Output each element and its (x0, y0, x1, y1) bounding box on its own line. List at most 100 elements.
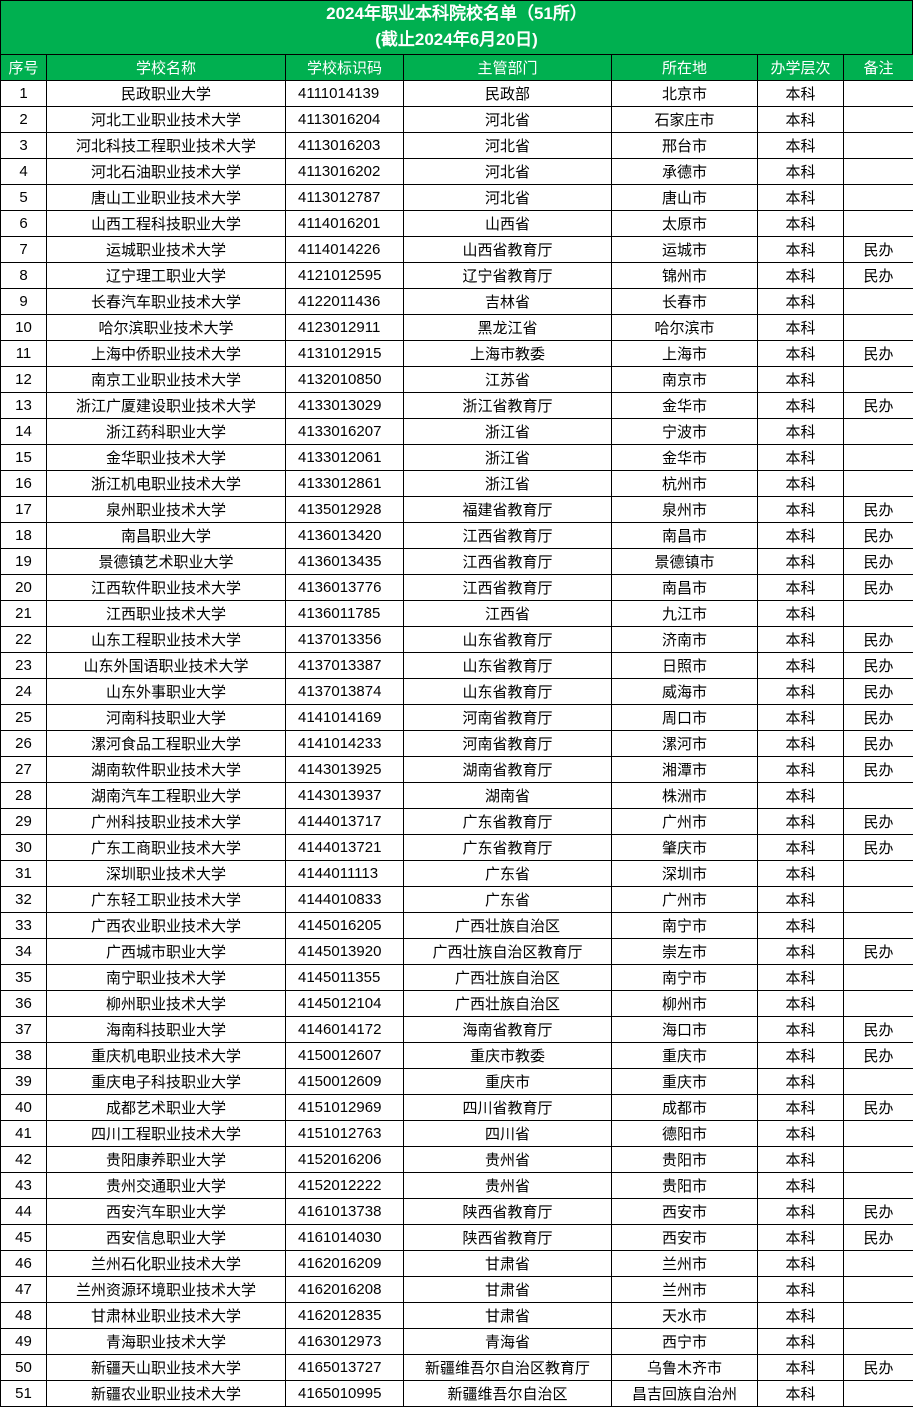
cell-note: 民办 (843, 808, 913, 835)
cell-level: 本科 (757, 210, 844, 237)
cell-department: 江西省教育厅 (403, 574, 612, 601)
cell-index: 45 (0, 1224, 47, 1251)
cell-department: 广西壮族自治区教育厅 (403, 938, 612, 965)
cell-note: 民办 (843, 1354, 913, 1381)
cell-level: 本科 (757, 834, 844, 861)
cell-level: 本科 (757, 1146, 844, 1173)
cell-school-name: 长春汽车职业技术大学 (46, 288, 286, 315)
cell-school-name: 金华职业技术大学 (46, 444, 286, 471)
cell-note: 民办 (843, 496, 913, 523)
cell-note (843, 1250, 913, 1277)
cell-location: 金华市 (611, 392, 758, 419)
cell-note: 民办 (843, 1016, 913, 1043)
cell-note (843, 782, 913, 809)
cell-department: 广东省 (403, 886, 612, 913)
cell-index: 20 (0, 574, 47, 601)
cell-note: 民办 (843, 340, 913, 367)
cell-index: 9 (0, 288, 47, 315)
cell-department: 山东省教育厅 (403, 652, 612, 679)
cell-school-code: 4132010850 (285, 366, 404, 393)
cell-school-code: 4133013029 (285, 392, 404, 419)
cell-department: 民政部 (403, 80, 612, 107)
cell-department: 江西省教育厅 (403, 522, 612, 549)
cell-department: 江西省教育厅 (403, 548, 612, 575)
cell-note (843, 184, 913, 211)
cell-index: 31 (0, 860, 47, 887)
cell-school-name: 山东外国语职业技术大学 (46, 652, 286, 679)
cell-index: 42 (0, 1146, 47, 1173)
cell-index: 47 (0, 1276, 47, 1303)
cell-location: 南昌市 (611, 574, 758, 601)
cell-school-code: 4144013717 (285, 808, 404, 835)
cell-note (843, 158, 913, 185)
cell-index: 22 (0, 626, 47, 653)
table-title: 2024年职业本科院校名单（51所） (截止2024年6月20日) (0, 0, 913, 54)
cell-level: 本科 (757, 418, 844, 445)
cell-location: 九江市 (611, 600, 758, 627)
cell-school-name: 南昌职业大学 (46, 522, 286, 549)
cell-school-name: 兰州资源环境职业技术大学 (46, 1276, 286, 1303)
cell-school-code: 4137013356 (285, 626, 404, 653)
cell-note (843, 990, 913, 1017)
cell-school-name: 运城职业技术大学 (46, 236, 286, 263)
cell-location: 承德市 (611, 158, 758, 185)
cell-index: 36 (0, 990, 47, 1017)
cell-department: 重庆市 (403, 1068, 612, 1095)
cell-index: 28 (0, 782, 47, 809)
cell-index: 8 (0, 262, 47, 289)
cell-department: 新疆维吾尔自治区 (403, 1380, 612, 1407)
cell-school-name: 唐山工业职业技术大学 (46, 184, 286, 211)
cell-school-code: 4113016203 (285, 132, 404, 159)
cell-school-code: 4152016206 (285, 1146, 404, 1173)
cell-location: 济南市 (611, 626, 758, 653)
cell-level: 本科 (757, 574, 844, 601)
cell-note: 民办 (843, 1198, 913, 1225)
cell-location: 重庆市 (611, 1068, 758, 1095)
cell-department: 广西壮族自治区 (403, 990, 612, 1017)
cell-department: 海南省教育厅 (403, 1016, 612, 1043)
cell-department: 河北省 (403, 158, 612, 185)
cell-department: 广西壮族自治区 (403, 912, 612, 939)
cell-index: 51 (0, 1380, 47, 1407)
school-table: 序号 学校名称 学校标识码 主管部门 所在地 办学层次 备注 1 民政职业大学 41110141… (0, 54, 913, 1407)
cell-school-name: 河南科技职业大学 (46, 704, 286, 731)
table-row: 33 广西农业职业技术大学 4145016205 广西壮族自治区 南宁市 本科 (0, 912, 913, 939)
cell-school-name: 广州科技职业技术大学 (46, 808, 286, 835)
cell-school-name: 成都艺术职业大学 (46, 1094, 286, 1121)
cell-department: 广东省教育厅 (403, 834, 612, 861)
cell-note: 民办 (843, 392, 913, 419)
cell-location: 上海市 (611, 340, 758, 367)
cell-school-code: 4111014139 (285, 80, 404, 107)
cell-school-name: 兰州石化职业技术大学 (46, 1250, 286, 1277)
cell-note: 民办 (843, 1224, 913, 1251)
cell-level: 本科 (757, 1250, 844, 1277)
cell-school-name: 浙江机电职业技术大学 (46, 470, 286, 497)
cell-school-code: 4145011355 (285, 964, 404, 991)
cell-location: 唐山市 (611, 184, 758, 211)
cell-location: 邢台市 (611, 132, 758, 159)
cell-level: 本科 (757, 756, 844, 783)
cell-index: 30 (0, 834, 47, 861)
cell-department: 浙江省 (403, 444, 612, 471)
table-row: 24 山东外事职业大学 4137013874 山东省教育厅 威海市 本科 民办 (0, 678, 913, 705)
cell-location: 海口市 (611, 1016, 758, 1043)
cell-note (843, 912, 913, 939)
cell-location: 威海市 (611, 678, 758, 705)
cell-index: 32 (0, 886, 47, 913)
cell-school-code: 4122011436 (285, 288, 404, 315)
cell-department: 上海市教委 (403, 340, 612, 367)
table-row: 14 浙江药科职业大学 4133016207 浙江省 宁波市 本科 (0, 418, 913, 445)
cell-index: 7 (0, 236, 47, 263)
cell-school-name: 广东工商职业技术大学 (46, 834, 286, 861)
cell-index: 16 (0, 470, 47, 497)
cell-note: 民办 (843, 1042, 913, 1069)
cell-note (843, 1276, 913, 1303)
cell-school-code: 4136011785 (285, 600, 404, 627)
cell-school-name: 山西工程科技职业大学 (46, 210, 286, 237)
cell-school-code: 4141014233 (285, 730, 404, 757)
cell-level: 本科 (757, 470, 844, 497)
cell-note: 民办 (843, 626, 913, 653)
cell-school-code: 4123012911 (285, 314, 404, 341)
cell-index: 44 (0, 1198, 47, 1225)
cell-school-name: 河北科技工程职业技术大学 (46, 132, 286, 159)
